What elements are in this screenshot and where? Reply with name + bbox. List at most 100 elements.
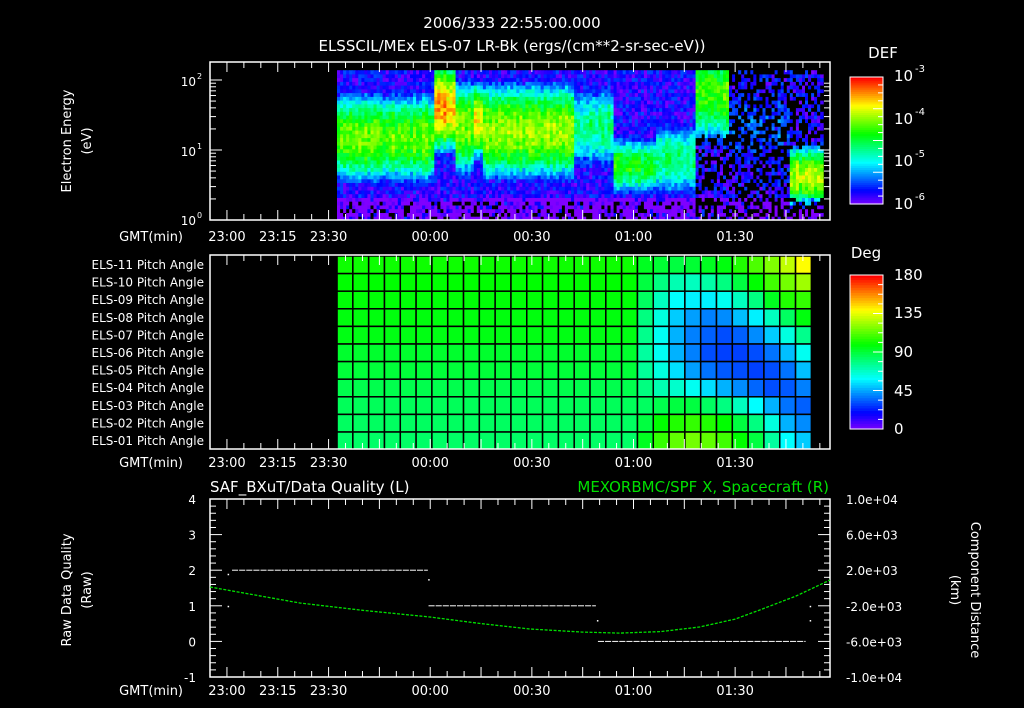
spectrogram-cell (455, 130, 460, 135)
spectrogram-cell (358, 152, 362, 157)
spectrogram-cell (674, 190, 678, 195)
spectrogram-cell (707, 103, 712, 109)
spectrogram-cell (577, 156, 581, 161)
spectrogram-cell (704, 85, 709, 90)
spectrogram-cell (355, 175, 359, 180)
spectrogram-cell (707, 197, 712, 202)
spectrogram-cell (637, 92, 642, 97)
spectrogram-cell (391, 193, 396, 198)
spectrogram-cell (522, 107, 526, 112)
spectrogram-cell (540, 208, 545, 213)
spectrogram-cell (537, 145, 542, 150)
spectrogram-cell (643, 145, 648, 150)
spectrogram-cell (431, 182, 435, 187)
spectrogram-cell (416, 186, 420, 191)
spectrogram-cell (507, 141, 511, 146)
spectrogram-cell (522, 145, 526, 150)
spectrogram-cell (467, 73, 472, 79)
spectrogram-cell (604, 126, 608, 131)
spectrogram-cell (643, 152, 648, 157)
spectrogram-cell (461, 126, 466, 131)
spectrogram-cell (337, 156, 341, 161)
spectrogram-cell (683, 145, 687, 150)
spectrogram-cell (592, 96, 596, 101)
spectrogram-cell (482, 85, 487, 90)
spectrogram-cell (361, 133, 365, 139)
spectrogram-cell (501, 96, 505, 101)
spectrogram-cell (437, 141, 441, 146)
spectrogram-cell (568, 171, 572, 176)
spectrogram-cell (640, 111, 645, 116)
spectrogram-cell (394, 152, 399, 157)
spectrogram-cell (501, 111, 505, 116)
spectrogram-cell (455, 111, 460, 116)
spectrogram-cell (628, 175, 633, 180)
spectrogram-cell (631, 148, 636, 153)
spectrogram-cell (510, 100, 514, 105)
spectrogram-cell (677, 130, 681, 135)
spectrogram-cell (434, 115, 438, 120)
spectrogram-cell (349, 160, 353, 165)
spectrogram-cell (364, 160, 368, 165)
spectrogram-cell (489, 160, 493, 165)
spectrogram-cell (704, 205, 709, 210)
spectrogram-cell (543, 156, 548, 161)
spectrogram-cell (428, 96, 432, 101)
spectrogram-cell (568, 92, 572, 97)
spectrogram-cell (555, 160, 560, 165)
spectrogram-cell (476, 73, 481, 79)
spectrogram-cell (419, 73, 423, 79)
spectrogram-cell (710, 186, 715, 191)
spectrogram-cell (464, 92, 469, 97)
spectrogram-cell (352, 216, 356, 221)
spectrogram-cell (656, 208, 660, 213)
spectrogram-cell (707, 152, 712, 157)
spectrogram-cell (568, 190, 572, 195)
spectrogram-cell (355, 73, 359, 79)
spectrogram-cell (622, 137, 627, 142)
spectrogram-cell (564, 122, 569, 127)
spectrogram-cell (625, 178, 630, 183)
spectrogram-cell (616, 148, 621, 153)
spectrogram-cell (543, 100, 548, 105)
spectrogram-cell (355, 167, 359, 172)
spectrogram-cell (686, 118, 690, 124)
spectrogram-cell (461, 171, 466, 176)
spectrogram-cell (528, 197, 532, 202)
spectrogram-cell (555, 178, 560, 183)
spectrogram-cell (337, 73, 341, 79)
spectrogram-cell (704, 122, 709, 127)
spectrogram-cell (510, 103, 514, 109)
spectrogram-cell (446, 160, 450, 165)
spectrogram-cell (489, 145, 493, 150)
spectrogram-cell (379, 152, 384, 157)
spectrogram-cell (367, 103, 371, 109)
spectrogram-cell (522, 73, 526, 79)
spectrogram-cell (695, 130, 700, 135)
spectrogram-cell (349, 216, 353, 221)
spectrogram-cell (677, 73, 681, 79)
spectrogram-cell (555, 111, 560, 116)
spectrogram-cell (586, 115, 590, 120)
spectrogram-cell (391, 201, 396, 206)
spectrogram-cell (495, 148, 499, 153)
spectrogram-cell (394, 167, 399, 172)
spectrogram-cell (540, 216, 545, 221)
spectrogram-cell (546, 197, 551, 202)
spectrogram-cell (671, 85, 675, 90)
spectrogram-cell (406, 122, 411, 127)
spectrogram-cell (449, 85, 453, 90)
spectrogram-cell (501, 216, 505, 221)
spectrogram-cell (452, 171, 456, 176)
spectrogram-cell (416, 100, 420, 105)
spectrogram-cell (637, 141, 642, 146)
spectrogram-cell (598, 148, 602, 153)
spectrogram-cell (349, 186, 353, 191)
spectrogram-cell (689, 193, 693, 198)
spectrogram-cell (519, 96, 523, 101)
spectrogram-cell (367, 130, 371, 135)
spectrogram-cell (361, 88, 365, 94)
spectrogram-cell (568, 77, 572, 82)
spectrogram-cell (595, 156, 599, 161)
spectrogram-cell (437, 156, 441, 161)
